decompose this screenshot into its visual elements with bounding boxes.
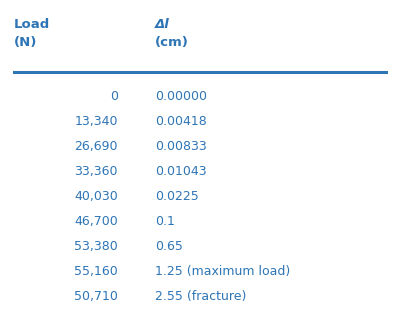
- Text: 0.00833: 0.00833: [155, 140, 207, 153]
- Text: 53,380: 53,380: [74, 240, 118, 253]
- Text: 0.1: 0.1: [155, 215, 175, 228]
- Text: 2.55 (fracture): 2.55 (fracture): [155, 290, 246, 303]
- Text: Load: Load: [14, 18, 50, 31]
- Text: 33,360: 33,360: [74, 165, 118, 178]
- Text: 0.0225: 0.0225: [155, 190, 199, 203]
- Text: (N): (N): [14, 36, 37, 49]
- Text: 1.25 (maximum load): 1.25 (maximum load): [155, 265, 290, 278]
- Text: 0.00000: 0.00000: [155, 90, 207, 103]
- Text: 55,160: 55,160: [74, 265, 118, 278]
- Text: 26,690: 26,690: [74, 140, 118, 153]
- Text: 0: 0: [110, 90, 118, 103]
- Text: 46,700: 46,700: [74, 215, 118, 228]
- Text: 0.65: 0.65: [155, 240, 183, 253]
- Text: 50,710: 50,710: [74, 290, 118, 303]
- Text: 0.00418: 0.00418: [155, 115, 207, 128]
- Text: 40,030: 40,030: [74, 190, 118, 203]
- Text: 0.01043: 0.01043: [155, 165, 207, 178]
- Text: Δl: Δl: [155, 18, 170, 31]
- Text: 13,340: 13,340: [74, 115, 118, 128]
- Text: (cm): (cm): [155, 36, 189, 49]
